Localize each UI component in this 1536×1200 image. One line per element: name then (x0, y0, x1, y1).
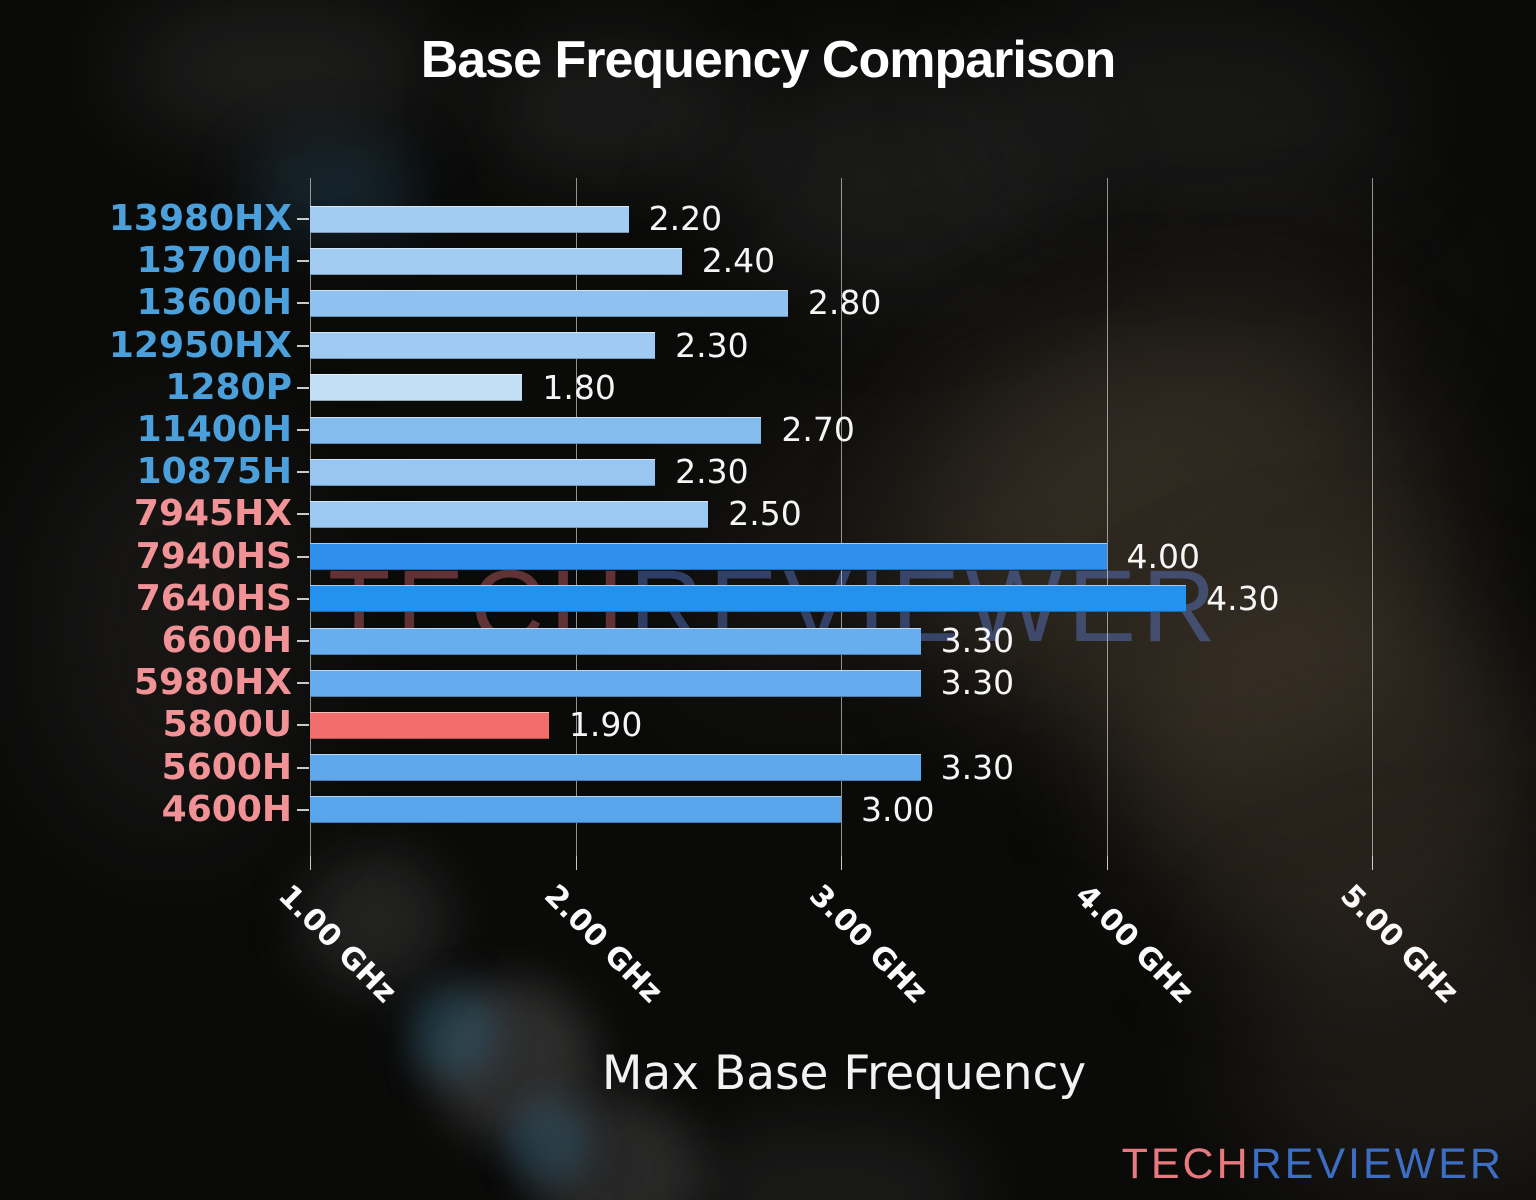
value-label: 1.80 (542, 367, 616, 407)
background-blob (430, 980, 595, 1140)
value-label: 2.50 (728, 494, 802, 534)
value-label: 3.30 (940, 747, 1015, 787)
category-label: 7640HS (135, 577, 292, 619)
category-label: 11400H (136, 409, 292, 450)
bar (310, 796, 841, 824)
bar (310, 500, 709, 528)
category-label: 10875H (136, 451, 292, 493)
y-tick-mark (297, 808, 309, 811)
logo-tech: TECH (1121, 1140, 1251, 1188)
category-label: 7945HX (133, 493, 292, 535)
x-tick-label: 4.00 GHz (1067, 878, 1200, 1010)
category-label: 5980HX (133, 662, 292, 704)
bar (310, 247, 682, 275)
value-label: 3.30 (940, 663, 1015, 703)
y-tick-mark (297, 513, 309, 516)
value-label: 2.30 (675, 452, 749, 492)
y-tick-mark (297, 682, 309, 685)
background-blob (408, 985, 498, 1080)
x-tick-label: 1.00 GHz (271, 878, 404, 1010)
background-blob (480, 40, 740, 180)
y-tick-mark (297, 640, 309, 642)
value-label: 1.90 (568, 705, 643, 745)
y-tick-mark (297, 471, 309, 474)
x-axis-title: Max Base Frequency (601, 1046, 1087, 1101)
background-blob (1120, 580, 1536, 960)
x-tick-mark (575, 856, 577, 870)
category-label: 13980HX (108, 198, 292, 239)
category-label: 4600H (161, 788, 292, 830)
category-label: 5600H (161, 746, 292, 788)
bar (310, 754, 921, 782)
background-blob (120, 0, 440, 140)
logo-reviewer: REVIEWER (1250, 1140, 1504, 1188)
bar (310, 711, 549, 739)
bar (310, 289, 788, 317)
value-label: 2.20 (648, 199, 723, 238)
y-tick-mark (297, 597, 309, 600)
y-tick-mark (297, 429, 309, 431)
value-label: 3.00 (861, 789, 935, 829)
y-tick-mark (297, 302, 309, 305)
y-tick-mark (297, 555, 309, 558)
x-tick-mark (1372, 856, 1373, 870)
background-blob (40, 420, 300, 840)
x-tick-mark (1106, 856, 1108, 870)
value-label: 4.00 (1126, 536, 1200, 576)
bar (310, 332, 656, 360)
bar (310, 585, 1187, 613)
background-blob (300, 850, 450, 990)
category-label: 5800U (162, 704, 292, 746)
y-tick-mark (297, 724, 309, 727)
category-label: 1280P (165, 366, 292, 408)
category-label: 6600H (161, 620, 292, 661)
x-tick-label: 5.00 GHz (1333, 878, 1466, 1010)
value-label: 3.30 (940, 621, 1015, 660)
category-label: 12950HX (108, 324, 292, 366)
chart-title: Base Frequency Comparison (420, 31, 1117, 89)
x-tick-mark (841, 856, 842, 870)
bar (310, 458, 656, 486)
background-blob (980, 10, 1400, 210)
gridline (841, 178, 842, 856)
value-label: 2.30 (675, 325, 749, 365)
x-tick-label: 2.00 GHz (536, 878, 669, 1010)
y-tick-mark (297, 386, 309, 389)
category-label: 7940HS (135, 535, 292, 577)
x-tick-label: 3.00 GHz (802, 878, 935, 1010)
bar (310, 416, 762, 444)
value-label: 2.70 (781, 410, 855, 449)
x-tick-mark (310, 856, 311, 870)
background-blob (720, 70, 1060, 290)
bar (310, 374, 523, 402)
gridline (1106, 178, 1108, 856)
background-blob (505, 1100, 590, 1185)
category-label: 13600H (136, 282, 292, 324)
y-tick-mark (297, 344, 309, 347)
y-tick-mark (297, 260, 309, 263)
bar (310, 669, 921, 697)
y-tick-mark (297, 218, 309, 220)
value-label: 2.80 (807, 283, 882, 323)
bar (310, 205, 629, 233)
y-tick-mark (297, 766, 309, 769)
value-label: 2.40 (701, 241, 776, 281)
bar (310, 543, 1107, 571)
bar (310, 627, 921, 655)
gridline (1372, 178, 1373, 856)
techreviewer-logo: TECHREVIEWER (1122, 1140, 1504, 1189)
value-label: 4.30 (1206, 578, 1280, 618)
category-label: 13700H (136, 240, 292, 282)
